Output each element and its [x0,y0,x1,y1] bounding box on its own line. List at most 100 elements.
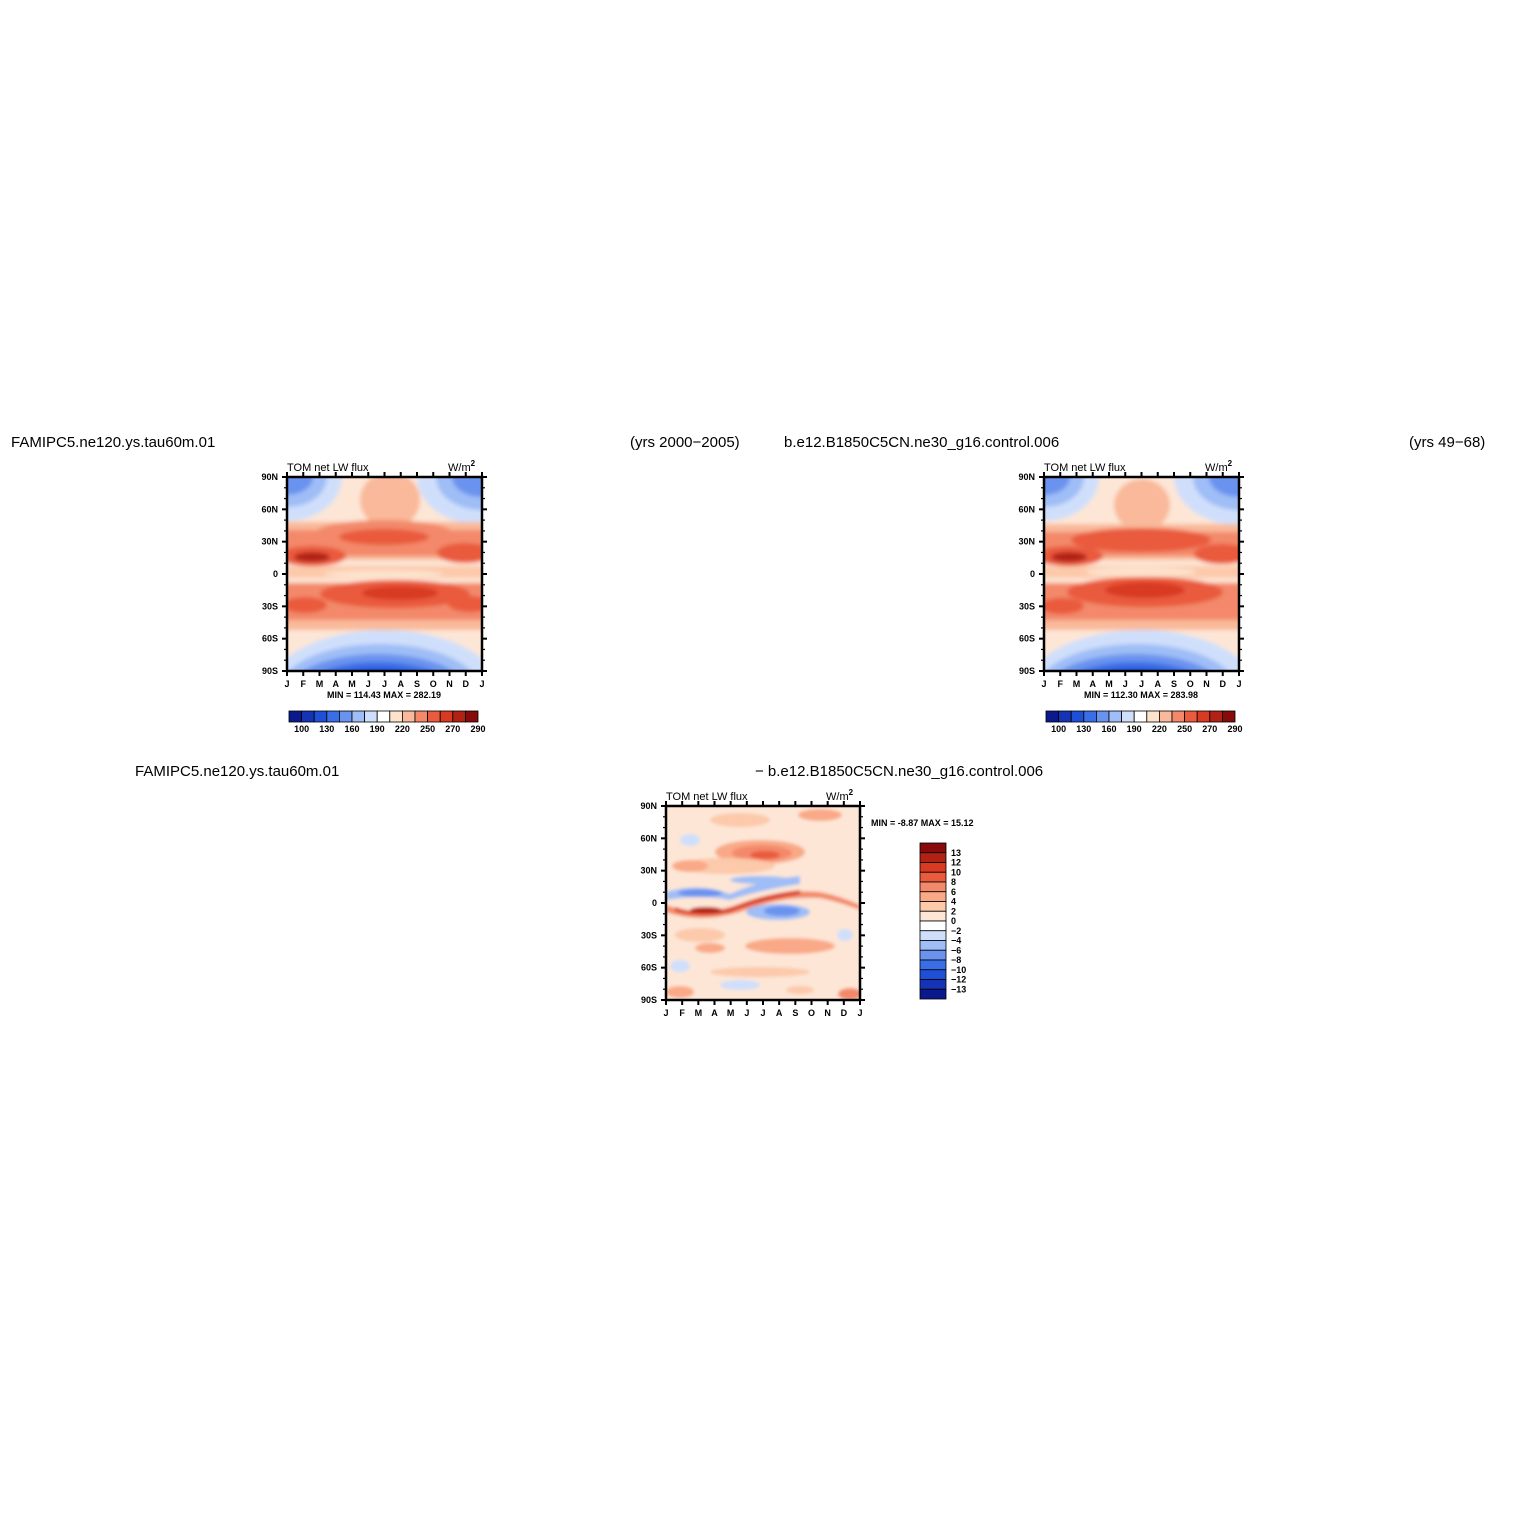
month-label: O [808,1008,815,1018]
colorbar-swatch [1196,710,1211,723]
colorbar-swatch [919,969,947,980]
month-label: M [695,1008,703,1018]
units-superscript: 2 [1228,459,1233,468]
plot-title: TOM net LW flux [287,462,369,474]
month-label: J [663,1008,668,1018]
lat-label: 60S [641,963,657,973]
colorbar-label: −12 [951,975,966,985]
colorbar-swatch [288,710,303,723]
colorbar-label: 160 [344,724,359,734]
lat-label: 0 [1030,569,1035,579]
colorbar-swatch [1096,710,1110,723]
colorbar-swatch [1209,710,1223,723]
plot-title: TOM net LW flux [1044,462,1126,474]
colorbar-swatch [1083,710,1097,723]
lat-label: 60S [262,634,278,644]
colorbar-swatch [919,852,947,863]
lat-label: 30N [261,537,278,547]
lat-label: 60N [640,833,657,843]
month-label: A [776,1008,783,1018]
lat-label: 30S [641,930,657,940]
lat-label: 60N [1018,504,1035,514]
month-label: J [479,679,484,689]
month-label: O [430,679,437,689]
colorbar-swatch [326,710,340,723]
month-label: M [1073,679,1081,689]
colorbar-label: 290 [1227,724,1242,734]
case1-years: (yrs 2000−2005) [630,434,740,451]
colorbar-swatch [414,710,429,723]
month-label: J [744,1008,749,1018]
colorbar-swatch [401,710,416,723]
colorbar-swatch [1108,710,1123,723]
month-label: M [727,1008,735,1018]
month-label: J [857,1008,862,1018]
month-label: M [316,679,324,689]
colorbar-swatch [1171,710,1186,723]
colorbar-label: 8 [951,877,956,887]
lat-label: 90N [261,472,278,482]
lat-label: 60S [1019,634,1035,644]
colorbar-swatch [376,710,391,723]
colorbar-swatch [338,710,353,723]
colorbar-swatch [919,940,947,951]
colorbar-label: 100 [1051,724,1066,734]
colorbar-swatch [427,710,441,723]
colorbar-label: 12 [951,858,961,868]
panel-case1-axes: TOM net LW flux W/m2 90N 60N 30N 0 30S 60S 90S J F… [261,459,487,700]
panel-case2: TOM net LW flux W/m2 90N 60N 30N 0 30S 60S 90S J F… [1018,459,1244,700]
colorbar-label: 270 [1202,724,1217,734]
month-label: J [1041,679,1046,689]
month-label: J [366,679,371,689]
lat-label: 0 [652,898,657,908]
diff-case2-name: − b.e12.B1850C5CN.ne30_g16.control.006 [755,763,1044,780]
lat-label: 30N [640,866,657,876]
colorbar-case2: 100 130 160 190 220 250 270 290 [1045,710,1243,734]
colorbar-label: 2 [951,906,956,916]
month-label: A [398,679,405,689]
month-label: S [414,679,420,689]
colorbar-label: −10 [951,965,966,975]
colorbar-label: 190 [1127,724,1142,734]
colorbar-label: −13 [951,984,966,994]
lat-label: 30S [262,601,278,611]
colorbar-swatch [919,949,947,961]
month-label: J [1236,679,1241,689]
colorbar-swatch [1058,710,1072,723]
month-label: S [792,1008,798,1018]
units-label: W/m2 [826,788,854,803]
month-label: M [1105,679,1113,689]
month-label: N [1203,679,1210,689]
colorbar-label: 130 [1076,724,1091,734]
month-label: D [841,1008,848,1018]
colorbar-label: −2 [951,926,961,936]
diff-case1-name: FAMIPC5.ne120.ys.tau60m.01 [135,763,340,780]
colorbar-label: 4 [951,897,956,907]
colorbar-swatch [1133,710,1148,723]
units-superscript: 2 [849,788,854,797]
lat-label: 90S [262,666,278,676]
colorbar-swatch [919,979,947,990]
panel-case1-field [287,477,482,671]
colorbar-swatch [1146,710,1160,723]
case2-years: (yrs 49−68) [1409,434,1486,451]
colorbar-label: 250 [420,724,435,734]
min-max-stats: MIN = 114.43 MAX = 282.19 [327,690,441,700]
lat-label: 90S [1019,666,1035,676]
colorbar-label: −6 [951,945,961,955]
month-label: A [1155,679,1162,689]
lat-label: 60N [261,504,278,514]
colorbar-label: −8 [951,955,961,965]
panel-case2-axes: TOM net LW flux W/m2 90N 60N 30N 0 30S 60S 90S J F… [1018,459,1244,700]
min-max-stats: MIN = 112.30 MAX = 283.98 [1084,690,1198,700]
colorbar-case1: 100 130 160 190 220 250 270 290 [288,710,486,734]
units-superscript: 2 [471,459,476,468]
colorbar-swatch [1045,710,1060,723]
colorbar-swatch [919,891,947,902]
month-label: M [348,679,356,689]
colorbar-swatch [452,710,466,723]
min-max-stats: MIN = -8.87 MAX = 15.12 [871,818,974,828]
month-label: J [1139,679,1144,689]
